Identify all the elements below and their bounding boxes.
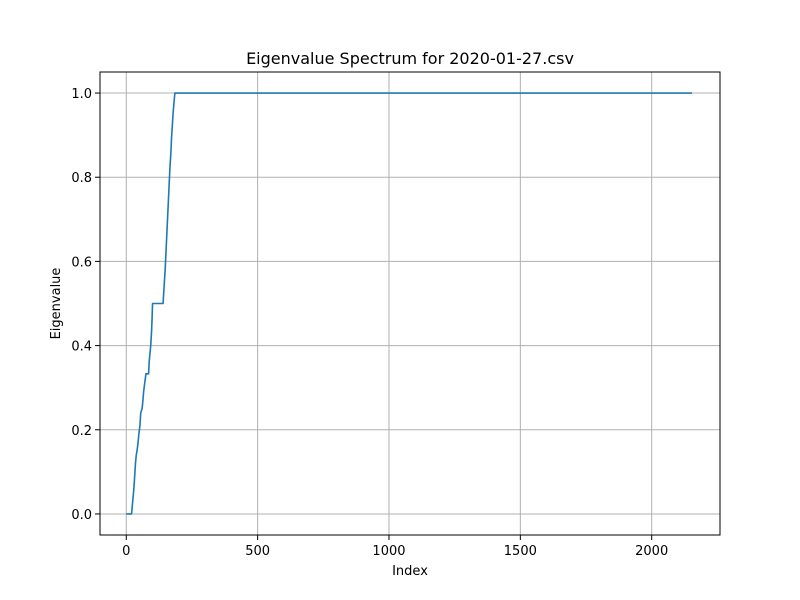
y-tick-label: 0.0 bbox=[71, 508, 92, 523]
ticks: 0 500 1000 1500 2000 0.0 0.2 0.4 0.6 0.8 1.0 bbox=[71, 87, 668, 559]
plot-frame bbox=[99, 71, 721, 536]
y-tick-label: 0.8 bbox=[71, 171, 92, 186]
chart-title: Eigenvalue Spectrum for 2020-01-27.csv bbox=[246, 49, 574, 68]
x-tick-label: 1000 bbox=[372, 544, 405, 559]
y-axis-label: Eigenvalue bbox=[49, 268, 64, 340]
eigenvalue-series-line bbox=[126, 92, 692, 515]
y-tick-label: 0.6 bbox=[71, 255, 92, 270]
y-tick-label: 1.0 bbox=[71, 87, 92, 102]
x-axis-label: Index bbox=[392, 564, 428, 579]
y-tick-label: 0.2 bbox=[71, 424, 92, 439]
y-tick-label: 0.4 bbox=[71, 340, 92, 355]
series-layer bbox=[126, 92, 692, 515]
x-tick-label: 500 bbox=[245, 544, 270, 559]
x-tick-label: 2000 bbox=[635, 544, 668, 559]
x-tick-label: 0 bbox=[122, 544, 130, 559]
x-tick-label: 1500 bbox=[504, 544, 537, 559]
